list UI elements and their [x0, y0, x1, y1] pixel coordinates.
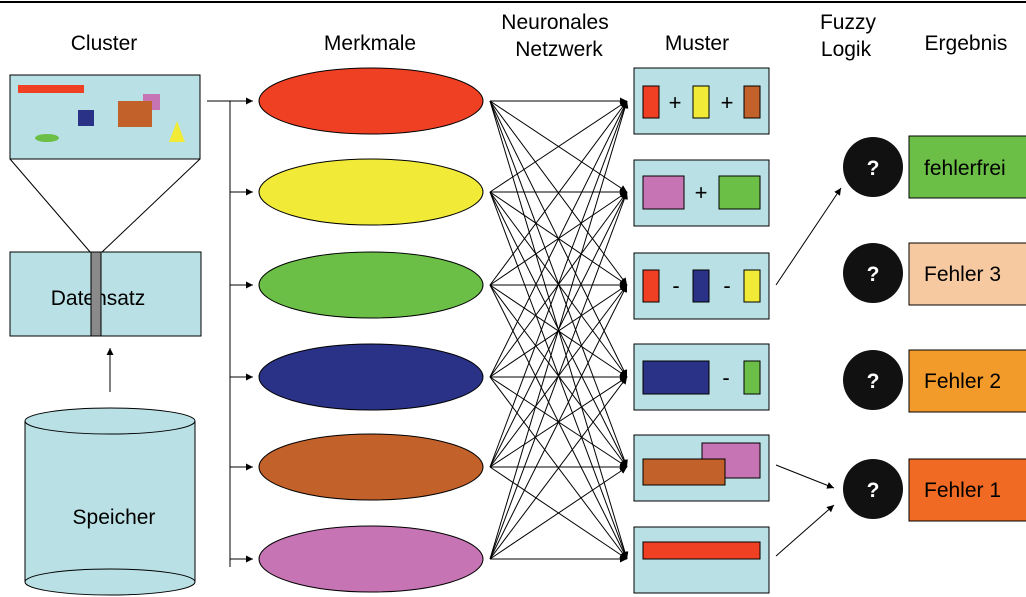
cluster-shape-green-ellipse [35, 134, 59, 142]
zoom-line-left [9, 158, 92, 254]
pattern-panel-6 [633, 526, 770, 594]
result-box-fehler-1 [908, 458, 1026, 522]
cluster-shape-blue-square [78, 110, 94, 126]
header-ergebnis: Ergebnis [925, 32, 1008, 55]
feature-ellipse-1 [258, 67, 484, 135]
cluster-shape-brown-rect [118, 101, 152, 127]
pattern-1-op-b: + [721, 90, 734, 115]
cluster-panel [9, 74, 201, 160]
nn-connection-2-1 [489, 100, 628, 193]
nn-connection-6-5 [489, 466, 628, 560]
zoom-line-right [100, 158, 201, 254]
header-cluster: Cluster [71, 32, 138, 55]
speicher-cylinder: Speicher [24, 407, 196, 596]
result-label-fehler-2: Fehler 2 [924, 370, 1001, 393]
arrow-pattern5-to-fuzzy4 [775, 464, 835, 489]
header-netzwerk-line1: Neuronales [501, 11, 608, 34]
pattern-2-green [718, 175, 761, 210]
speicher-label: Speicher [73, 506, 156, 529]
nn-connection-5-1 [489, 100, 628, 468]
result-label-fehler-3: Fehler 3 [924, 263, 1001, 286]
pattern-5-brown [642, 458, 726, 486]
result-label-fehler-1: Fehler 1 [924, 479, 1001, 502]
feature-ellipse-4 [258, 343, 484, 411]
pattern-3-red [642, 269, 660, 303]
datensatz-box [9, 251, 202, 337]
cluster-shape-red-bar [18, 85, 84, 93]
feature-ellipses [258, 67, 484, 593]
header-fuzzy-line1: Fuzzy [820, 11, 877, 34]
arrow-pattern3-to-fuzzy1 [775, 187, 842, 286]
result-box-fehlerfrei [908, 135, 1026, 199]
fuzzy-circle-3 [843, 350, 903, 410]
nn-connection-6-4 [489, 376, 628, 560]
pattern-3-op-a: - [672, 273, 679, 298]
result-label-fehlerfrei: fehlerfrei [924, 157, 1006, 180]
pattern-4-blue [642, 360, 710, 395]
cluster-shape-yellow-triangle [169, 121, 185, 142]
feature-ellipse-3 [258, 251, 484, 319]
header-netzwerk-line2: Netzwerk [515, 38, 603, 61]
pattern-3-op-b: - [723, 273, 730, 298]
pattern-1-red [642, 85, 660, 119]
nn-connection-6-1 [489, 100, 629, 560]
datensatz-bar [90, 251, 102, 337]
fuzzy-symbol-3: ? [867, 370, 880, 393]
speicher-bottom-inner [24, 568, 196, 583]
feature-ellipse-2 [258, 158, 484, 226]
pattern-4-op: - [722, 365, 729, 390]
result-boxes: fehlerfrei Fehler 3 Fehler 2 Fehler 1 [908, 135, 1026, 522]
speicher-body [24, 421, 196, 596]
pattern-4-green [743, 360, 761, 395]
arrow-pattern6-to-fuzzy4 [775, 504, 835, 557]
pattern-6-red-bar [642, 541, 761, 560]
header-muster: Muster [665, 32, 729, 55]
nn-connection-4-1 [489, 100, 628, 378]
nn-connection-3-1 [489, 100, 628, 286]
pattern-2-pink [642, 175, 685, 210]
nn-connection-6-3 [489, 284, 628, 560]
fuzzy-circle-2 [843, 243, 903, 303]
pattern-2-op: + [695, 180, 708, 205]
fuzzy-symbol-4: ? [867, 479, 880, 502]
header-fuzzy-line2: Logik [821, 38, 872, 61]
result-box-fehler-3 [908, 242, 1026, 306]
header-merkmale: Merkmale [324, 32, 416, 55]
fuzzy-circle-4 [843, 459, 903, 519]
feature-ellipse-5 [258, 433, 484, 501]
nn-connection-6-2 [489, 191, 628, 560]
pattern-1-brown [743, 85, 761, 119]
fuzzy-symbol-1: ? [867, 157, 880, 180]
result-box-fehler-2 [908, 349, 1026, 413]
fuzzy-circle-1 [843, 137, 903, 197]
pattern-panels: + + + - - - [633, 67, 770, 594]
pattern-3-yellow [743, 269, 761, 303]
fuzzy-symbol-2: ? [867, 263, 880, 286]
neural-network-connections [489, 97, 629, 563]
pattern-1-yellow [692, 85, 710, 119]
pattern-1-op-a: + [669, 90, 682, 115]
feature-bracket [207, 97, 253, 567]
fuzzy-circles: ? ? ? ? [843, 137, 903, 519]
speicher-top [24, 407, 196, 435]
pattern-3-blue [692, 269, 710, 303]
feature-ellipse-6 [258, 525, 484, 593]
